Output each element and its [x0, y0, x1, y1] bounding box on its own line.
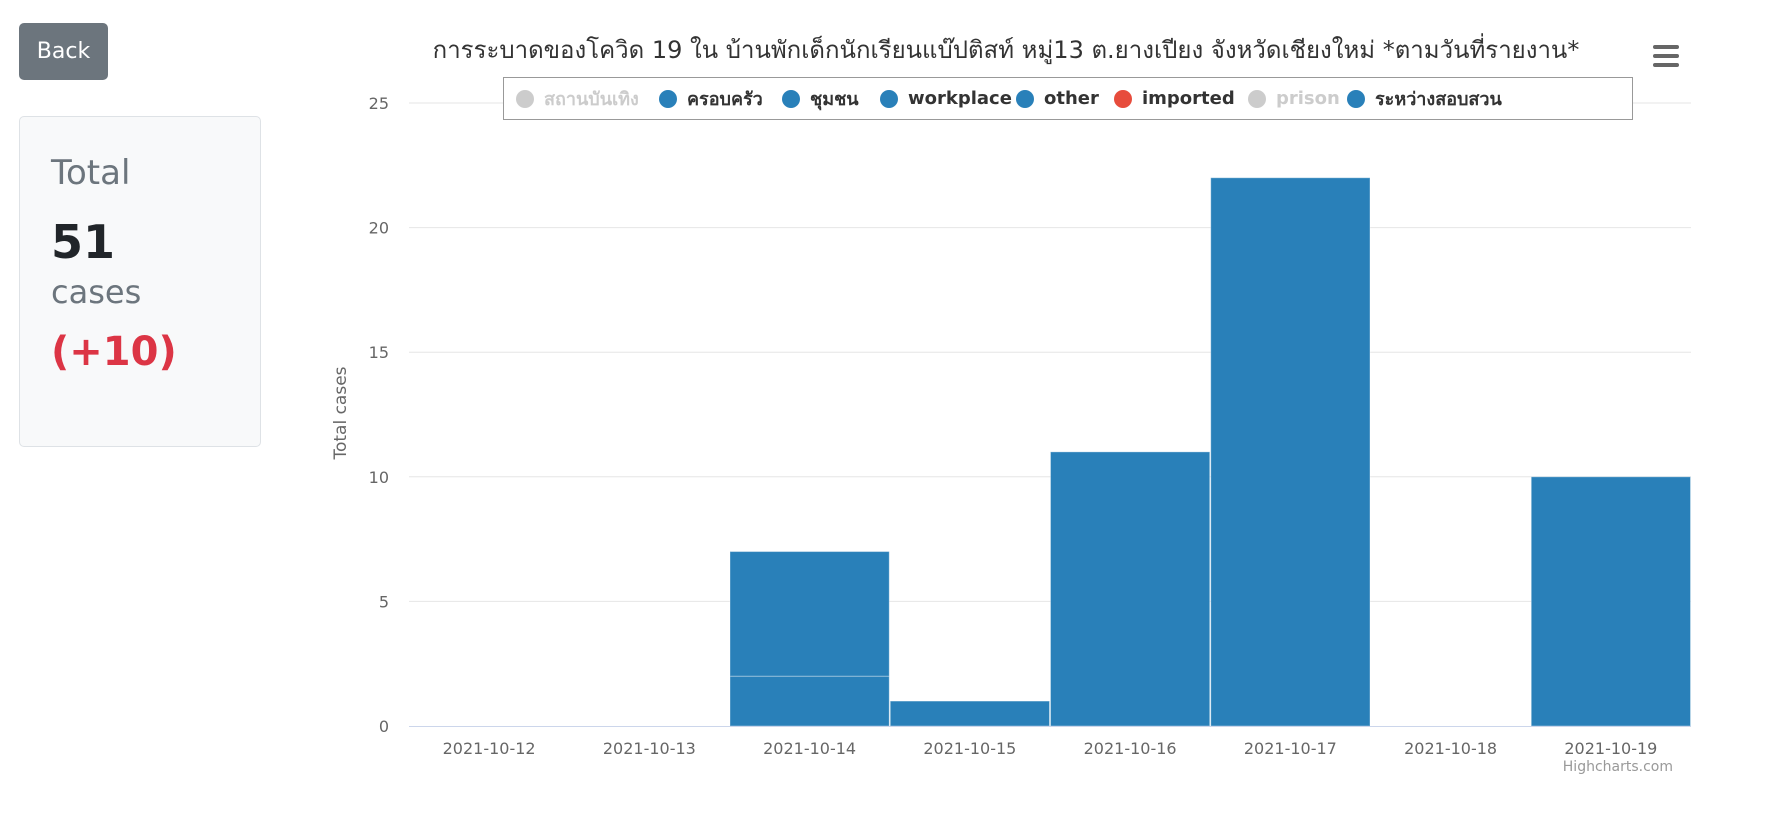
bar-segment[interactable]	[729, 675, 890, 727]
y-tick-label: 0	[379, 717, 389, 736]
bar-segment[interactable]	[1050, 451, 1211, 727]
new-cases-delta: (+10)	[51, 329, 177, 375]
x-tick-label: 2021-10-12	[443, 739, 536, 758]
legend-marker-icon	[880, 89, 898, 108]
y-tick-label: 20	[369, 219, 389, 238]
total-cases-number: 51	[51, 215, 116, 269]
y-tick-label: 5	[379, 592, 389, 611]
bar-segment[interactable]	[889, 700, 1050, 727]
bar-segment[interactable]	[729, 551, 890, 677]
bar-segment[interactable]	[1210, 177, 1371, 727]
legend-label: prison	[1276, 88, 1340, 109]
legend-label: สถานบันเทิง	[544, 89, 639, 110]
total-cases-unit: cases	[51, 273, 142, 311]
legend-label: ครอบครัว	[687, 89, 763, 110]
x-tick-label: 2021-10-19	[1564, 739, 1657, 758]
hamburger-menu-icon	[1653, 45, 1679, 49]
y-tick-label: 10	[369, 468, 389, 487]
y-axis-label: Total cases	[331, 366, 351, 460]
x-tick-label: 2021-10-13	[603, 739, 696, 758]
legend-marker-icon	[1248, 89, 1266, 108]
x-tick-label: 2021-10-17	[1244, 739, 1337, 758]
legend-marker-icon	[659, 89, 677, 108]
stacked-bar-chart: การระบาดของโควิด 19 ใน บ้านพักเด็กนักเรี…	[331, 33, 1691, 775]
legend-marker-icon	[1016, 89, 1034, 108]
chart-menu-button[interactable]	[1650, 42, 1682, 72]
legend-label: workplace	[908, 88, 1012, 109]
legend-marker-icon	[516, 89, 534, 108]
legend-item[interactable]: imported	[1114, 78, 1235, 119]
total-label: Total	[51, 153, 131, 193]
legend-item[interactable]: prison	[1248, 78, 1340, 119]
legend-label: ระหว่างสอบสวน	[1375, 89, 1502, 110]
x-tick-label: 2021-10-15	[923, 739, 1016, 758]
legend-item[interactable]: other	[1016, 78, 1099, 119]
total-summary-card: Total 51 cases (+10)	[19, 116, 261, 447]
legend-marker-icon	[1114, 89, 1132, 108]
legend-label: imported	[1142, 88, 1235, 109]
chart-legend: สถานบันเทิง ครอบครัว ชุมชน workplace other im…	[503, 77, 1633, 120]
legend-label: ชุมชน	[810, 89, 859, 110]
y-tick-label: 25	[369, 94, 389, 113]
x-tick-label: 2021-10-14	[763, 739, 856, 758]
legend-item[interactable]: สถานบันเทิง	[516, 78, 639, 119]
legend-marker-icon	[782, 89, 800, 108]
chart-title: การระบาดของโควิด 19 ใน บ้านพักเด็กนักเรี…	[433, 33, 1580, 65]
x-tick-label: 2021-10-18	[1404, 739, 1497, 758]
bar-segment[interactable]	[1530, 476, 1691, 727]
y-tick-label: 15	[369, 343, 389, 362]
legend-marker-icon	[1347, 89, 1365, 108]
legend-item[interactable]: workplace	[880, 78, 1012, 119]
legend-label: other	[1044, 88, 1099, 109]
back-button[interactable]: Back	[19, 23, 108, 80]
legend-item[interactable]: ชุมชน	[782, 78, 859, 119]
highcharts-credits[interactable]: Highcharts.com	[1563, 759, 1673, 775]
legend-item[interactable]: ครอบครัว	[659, 78, 763, 119]
chart-container: การระบาดของโควิด 19 ใน บ้านพักเด็กนักเรี…	[300, 0, 1773, 818]
x-tick-label: 2021-10-16	[1084, 739, 1177, 758]
legend-item[interactable]: ระหว่างสอบสวน	[1347, 78, 1502, 119]
